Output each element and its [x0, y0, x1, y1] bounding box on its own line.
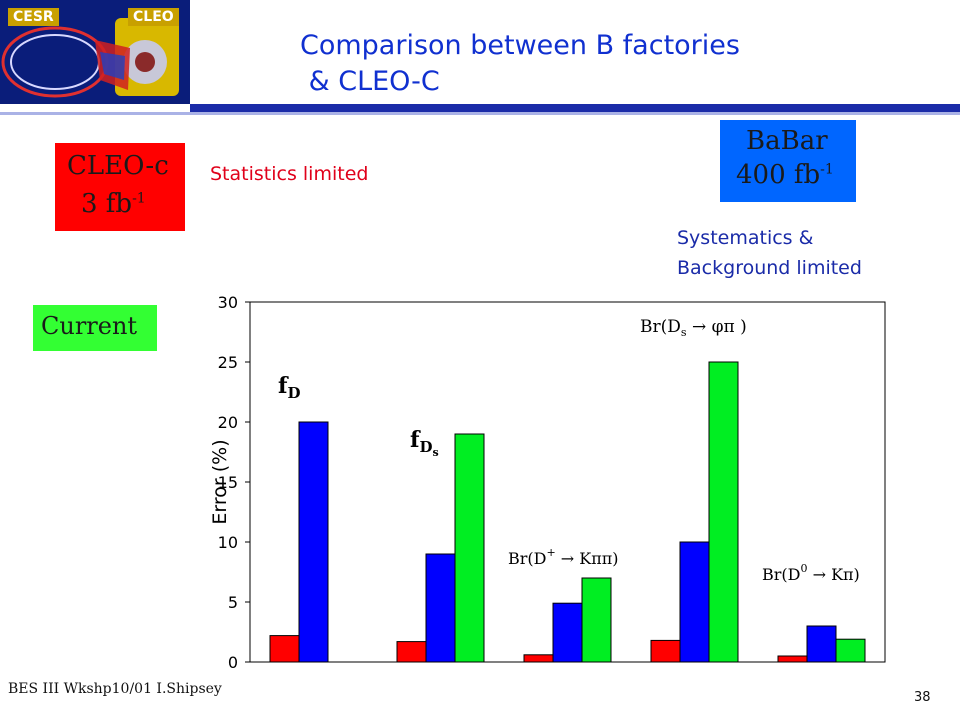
bar-2-category-3 — [552, 602, 583, 663]
systematics-note-line1: Systematics & — [677, 227, 814, 249]
bar-3-category-5 — [835, 638, 866, 663]
current-box: Current — [33, 305, 157, 351]
annotation-br-dplus: Br(D+ → Kππ) — [508, 546, 619, 568]
current-label: Current — [41, 312, 138, 340]
bar-3-category-3 — [581, 577, 612, 663]
y-tick-label: 25 — [218, 353, 238, 372]
bar-1-category-5 — [777, 655, 808, 663]
bar-3-category-4 — [708, 361, 739, 663]
footer-credit: BES III Wkshp10/01 I.Shipsey — [8, 681, 222, 697]
slide-header: CESR CLEO Comparison between B factories… — [0, 0, 960, 120]
bar-1-category-1 — [269, 635, 300, 663]
babar-box: BaBar 400 fb-1 — [720, 120, 856, 202]
annotation-fd: fD — [278, 373, 300, 402]
cesr-cleo-logo: CESR CLEO — [0, 0, 190, 104]
cleo-logo-label: CLEO — [128, 8, 179, 26]
systematics-note-line2: Background limited — [677, 257, 862, 279]
annotation-br-ds: Br(Ds → φπ ) — [640, 317, 747, 339]
annotation-br-d0: Br(D0 → Kπ) — [762, 562, 860, 584]
bar-1-category-3 — [523, 654, 554, 663]
bar-1-category-4 — [650, 639, 681, 663]
bar-1-category-2 — [396, 641, 427, 663]
cesr-logo-label: CESR — [8, 8, 59, 26]
cleo-c-lumi: 3 fb-1 — [81, 189, 146, 219]
y-tick-label: 15 — [218, 473, 238, 492]
bar-3-category-2 — [454, 433, 485, 663]
y-tick-label: 10 — [218, 533, 238, 552]
header-rule-thin — [0, 112, 960, 115]
annotation-fds: fDs — [410, 427, 439, 459]
statistics-note: Statistics limited — [210, 163, 369, 185]
bar-2-category-2 — [425, 553, 456, 663]
slide-title-line1: Comparison between B factories — [300, 30, 740, 61]
slide-title-line2: & CLEO-C — [300, 66, 440, 97]
y-tick-label: 30 — [218, 293, 238, 312]
y-axis: 0 5 10 15 20 25 30 — [218, 293, 250, 672]
y-tick-label: 5 — [228, 593, 238, 612]
detector-logo-graphic — [1, 18, 179, 98]
cleo-c-box: CLEO-c 3 fb-1 — [55, 143, 185, 231]
y-tick-label: 0 — [228, 653, 238, 672]
bars-group — [269, 361, 866, 663]
cleo-c-label: CLEO-c — [67, 151, 169, 181]
babar-lumi: 400 fb-1 — [736, 160, 834, 190]
y-tick-label: 20 — [218, 413, 238, 432]
y-axis-label: Error (%) — [209, 439, 231, 524]
page-number: 38 — [914, 690, 931, 705]
bar-2-category-4 — [679, 541, 710, 663]
header-rule — [190, 104, 960, 112]
bar-2-category-5 — [806, 625, 837, 663]
babar-label: BaBar — [746, 126, 828, 156]
bar-2-category-1 — [298, 421, 329, 663]
